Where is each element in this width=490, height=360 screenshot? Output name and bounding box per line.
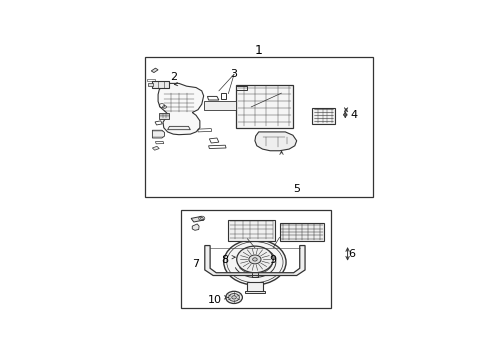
Circle shape: [249, 255, 261, 264]
Circle shape: [200, 217, 203, 220]
Circle shape: [232, 296, 236, 299]
Polygon shape: [205, 246, 305, 275]
Text: 3: 3: [230, 69, 238, 79]
Polygon shape: [255, 132, 297, 151]
Text: 5: 5: [293, 184, 300, 194]
Bar: [145, 57, 372, 197]
Polygon shape: [312, 108, 335, 123]
Polygon shape: [168, 126, 190, 130]
Text: 9: 9: [270, 255, 277, 265]
Bar: [181, 210, 331, 308]
Polygon shape: [159, 113, 170, 118]
Polygon shape: [236, 85, 293, 128]
Polygon shape: [280, 222, 324, 242]
Polygon shape: [246, 282, 263, 292]
Polygon shape: [158, 84, 204, 135]
Circle shape: [226, 291, 243, 303]
Text: 4: 4: [351, 110, 358, 120]
Polygon shape: [228, 220, 275, 240]
Text: 2: 2: [170, 72, 177, 82]
Polygon shape: [152, 146, 159, 150]
Circle shape: [224, 239, 286, 285]
Polygon shape: [152, 130, 165, 138]
Polygon shape: [152, 81, 170, 88]
Polygon shape: [191, 216, 204, 222]
Polygon shape: [245, 291, 265, 293]
Circle shape: [253, 258, 257, 261]
Text: 10: 10: [208, 295, 222, 305]
Polygon shape: [148, 82, 153, 86]
Text: 8: 8: [221, 255, 228, 265]
Circle shape: [229, 293, 239, 301]
Circle shape: [237, 246, 273, 273]
Text: 1: 1: [255, 44, 263, 57]
Text: 6: 6: [348, 249, 355, 259]
Polygon shape: [204, 102, 236, 110]
Polygon shape: [192, 224, 199, 230]
Text: 7: 7: [193, 260, 199, 269]
Polygon shape: [151, 68, 158, 73]
